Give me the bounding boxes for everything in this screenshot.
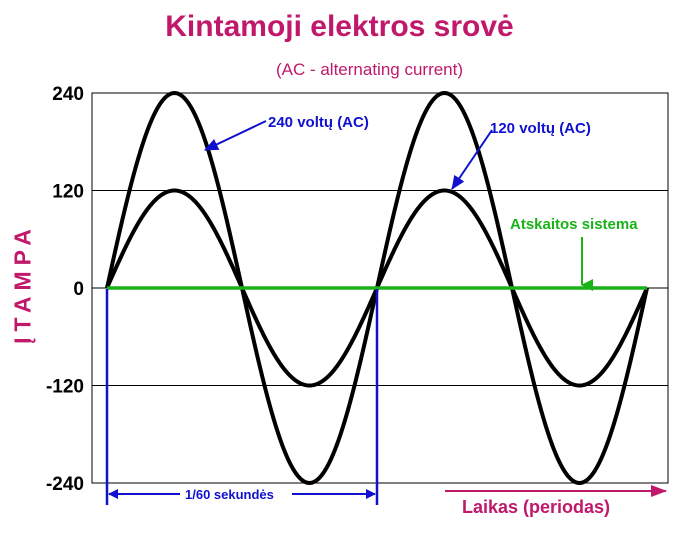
chart-subtitle: (AC - alternating current)	[275, 60, 464, 79]
label-120-volts: 120 voltų (AC)	[490, 120, 591, 137]
y-tick-label: -120	[46, 377, 84, 398]
annotations: 240 voltų (AC) 120 voltų (AC) Atskaitos …	[105, 114, 667, 517]
y-tick-label: 240	[52, 84, 84, 105]
y-tick-label: 0	[73, 279, 84, 300]
period-label: 1/60 sekundės	[185, 487, 274, 502]
x-axis-label: Laikas (periodas)	[462, 497, 610, 517]
y-tick-label: 120	[52, 182, 84, 203]
label-reference-system: Atskaitos sistema	[510, 216, 638, 233]
y-tick-labels: 240 120 0 -120 -240	[46, 84, 84, 495]
y-tick-label: -240	[46, 474, 84, 495]
arrow-120-volts	[451, 129, 493, 190]
arrow-240-volts	[204, 120, 267, 151]
series-curves	[105, 91, 649, 485]
chart-title: Kintamoji elektros srovė	[165, 10, 514, 43]
label-240-volts: 240 voltų (AC)	[268, 114, 369, 131]
